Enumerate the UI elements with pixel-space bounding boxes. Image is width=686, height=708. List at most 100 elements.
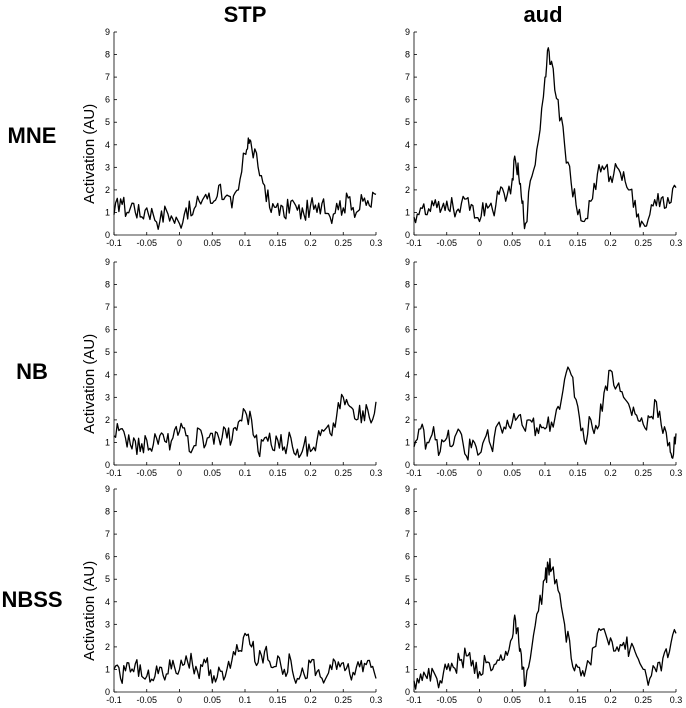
x-tick-label: 0.25	[634, 695, 652, 705]
y-tick-label: 9	[405, 257, 410, 267]
y-tick-label: 2	[105, 642, 110, 652]
x-tick-label: 0.15	[569, 238, 587, 248]
y-tick-label: 0	[405, 460, 410, 470]
y-axis-label: Activation (AU)	[81, 104, 98, 204]
y-tick-label: 7	[105, 302, 110, 312]
x-tick-label: -0.1	[106, 238, 122, 248]
y-tick-label: 6	[405, 95, 410, 105]
x-tick-label: 0.3	[370, 695, 383, 705]
y-tick-label: 0	[405, 687, 410, 697]
y-tick-label: 7	[405, 302, 410, 312]
x-tick-label: -0.05	[136, 695, 157, 705]
x-tick-label: -0.1	[106, 695, 122, 705]
y-tick-label: 1	[405, 207, 410, 217]
y-tick-label: 6	[105, 552, 110, 562]
y-tick-label: 0	[105, 230, 110, 240]
y-tick-label: 2	[405, 642, 410, 652]
x-tick-label: 0.05	[203, 468, 221, 478]
x-tick-label: -0.1	[106, 468, 122, 478]
y-tick-label: 9	[105, 257, 110, 267]
y-tick-label: 8	[105, 280, 110, 290]
panel-nb-aud: -0.1 -0.05 0 0.05 0.1 0.15 0.2 0.25 0.3 0 1 2 3 4 5 6 7 8…	[405, 257, 682, 478]
y-tick-label: 7	[105, 529, 110, 539]
y-tick-label: 5	[105, 347, 110, 357]
y-tick-label: 3	[105, 392, 110, 402]
y-tick-label: 2	[405, 415, 410, 425]
x-tick-label: 0.2	[304, 695, 317, 705]
y-tick-label: 4	[405, 370, 410, 380]
x-tick-label: 0.05	[203, 238, 221, 248]
x-tick-label: 0.2	[304, 468, 317, 478]
x-tick-label: -0.05	[436, 468, 457, 478]
y-tick-label: 9	[405, 27, 410, 37]
y-tick-label: 0	[105, 687, 110, 697]
x-tick-label: 0.15	[569, 695, 587, 705]
x-tick-label: 0.1	[239, 468, 252, 478]
panel-nb-stp: -0.1 -0.05 0 0.05 0.1 0.15 0.2 0.25 0.3 0 1 2 3 4 5 6 7 8…	[81, 257, 382, 478]
x-tick-label: -0.1	[406, 238, 422, 248]
y-tick-label: 3	[405, 162, 410, 172]
y-tick-label: 4	[405, 140, 410, 150]
y-tick-label: 4	[105, 370, 110, 380]
panel-nbss-stp: -0.1 -0.05 0 0.05 0.1 0.15 0.2 0.25 0.3 0 1 2 3 4 5 6 7 8…	[81, 484, 382, 705]
x-tick-label: 0	[177, 695, 182, 705]
x-tick-label: 0.3	[670, 695, 683, 705]
row-label-nbss: NBSS	[1, 587, 62, 612]
y-tick-label: 2	[105, 185, 110, 195]
y-tick-label: 2	[105, 415, 110, 425]
x-tick-label: -0.1	[406, 468, 422, 478]
x-tick-label: 0.15	[569, 468, 587, 478]
series-line-nb-stp	[113, 393, 377, 459]
x-tick-label: 0.05	[503, 238, 521, 248]
x-tick-label: 0.2	[304, 238, 317, 248]
y-tick-label: 6	[405, 325, 410, 335]
x-tick-label: 0.25	[334, 238, 352, 248]
series-line-nbss-stp	[113, 632, 377, 684]
x-tick-label: 0	[477, 468, 482, 478]
y-tick-label: 9	[105, 27, 110, 37]
x-tick-label: 0.1	[539, 238, 552, 248]
y-tick-label: 3	[105, 162, 110, 172]
x-tick-label: 0.2	[604, 695, 617, 705]
y-tick-label: 5	[405, 347, 410, 357]
row-label-nb: NB	[16, 359, 48, 384]
x-tick-label: 0.2	[604, 238, 617, 248]
y-tick-label: 1	[105, 664, 110, 674]
x-tick-label: 0.15	[269, 238, 287, 248]
panel-nbss-aud: -0.1 -0.05 0 0.05 0.1 0.15 0.2 0.25 0.3 0 1 2 3 4 5 6 7 8…	[405, 484, 682, 705]
y-tick-label: 7	[405, 529, 410, 539]
y-tick-label: 9	[405, 484, 410, 494]
column-title-aud: aud	[523, 2, 562, 27]
y-tick-label: 9	[105, 484, 110, 494]
y-tick-label: 1	[405, 437, 410, 447]
x-tick-label: 0.1	[239, 695, 252, 705]
x-tick-label: -0.1	[406, 695, 422, 705]
y-tick-label: 8	[405, 280, 410, 290]
x-tick-label: -0.05	[436, 695, 457, 705]
y-tick-label: 1	[105, 207, 110, 217]
x-tick-label: 0.3	[370, 468, 383, 478]
y-tick-label: 3	[405, 392, 410, 402]
series-line-nb-aud	[413, 366, 677, 461]
x-tick-label: 0	[477, 695, 482, 705]
y-tick-label: 1	[105, 437, 110, 447]
y-tick-label: 5	[405, 574, 410, 584]
row-label-mne: MNE	[8, 123, 57, 148]
y-tick-label: 1	[405, 664, 410, 674]
x-tick-label: 0.1	[539, 468, 552, 478]
x-tick-label: 0.1	[239, 238, 252, 248]
panel-mne-stp: -0.1 -0.05 0 0.05 0.1 0.15 0.2 0.25 0.3 0 1 2 3 4 5 6 7 8…	[81, 27, 382, 248]
y-tick-label: 2	[405, 185, 410, 195]
x-tick-label: -0.05	[436, 238, 457, 248]
x-tick-label: 0.1	[539, 695, 552, 705]
x-tick-label: 0.2	[604, 468, 617, 478]
x-tick-label: 0.05	[503, 695, 521, 705]
y-tick-label: 8	[405, 507, 410, 517]
y-tick-label: 5	[105, 574, 110, 584]
y-tick-label: 7	[405, 72, 410, 82]
y-axis-label: Activation (AU)	[81, 561, 98, 661]
y-tick-label: 3	[405, 619, 410, 629]
series-line-mne-stp	[113, 137, 377, 230]
y-tick-label: 0	[105, 460, 110, 470]
